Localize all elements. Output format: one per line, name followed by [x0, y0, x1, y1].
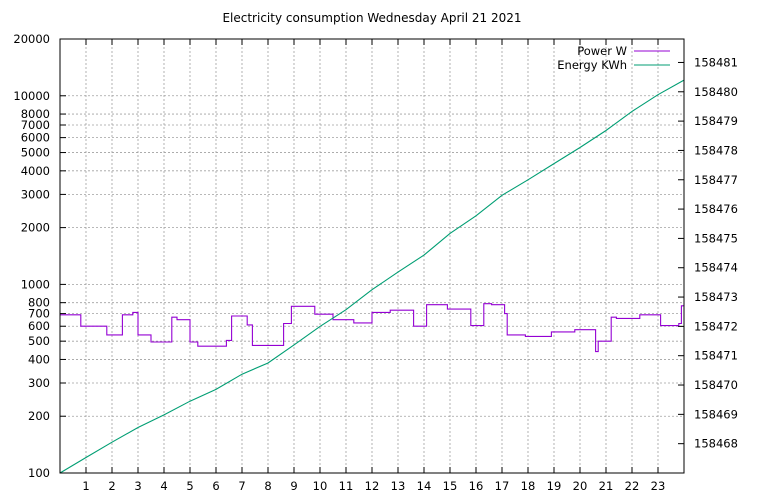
x-tick-label: 4	[160, 479, 167, 493]
legend: Power W Energy KWh	[557, 44, 670, 72]
y-right-tick-label: 158472	[694, 319, 738, 333]
x-tick-label: 3	[134, 479, 141, 493]
x-tick-label: 7	[238, 479, 245, 493]
x-tick-label: 6	[212, 479, 219, 493]
x-tick-label: 2	[108, 479, 115, 493]
y-right-tick-label: 158479	[694, 114, 738, 128]
tick-layer: 1 2 3 4 5 6 7 8 9 10 11 12 13 14 15 16 17 18 19 20 21 22 23100…	[13, 32, 738, 493]
chart-title: Electricity consumption Wednesday April …	[222, 11, 521, 25]
y-left-tick-label: 7000	[21, 118, 50, 132]
y-right-tick-label: 158478	[694, 143, 738, 157]
x-tick-label: 10	[313, 479, 328, 493]
x-tick-label: 5	[186, 479, 193, 493]
x-tick-label: 17	[495, 479, 510, 493]
x-tick-label: 14	[417, 479, 432, 493]
y-left-tick-label: 1000	[21, 277, 50, 291]
x-tick-label: 22	[625, 479, 640, 493]
x-tick-label: 20	[573, 479, 588, 493]
y-right-tick-label: 158480	[694, 85, 738, 99]
x-tick-label: 8	[264, 479, 271, 493]
series-layer	[59, 79, 685, 474]
y-left-tick-label: 3000	[21, 187, 50, 201]
y-right-tick-label: 158475	[694, 231, 738, 245]
x-tick-label: 11	[339, 479, 354, 493]
y-left-tick-label: 5000	[21, 146, 50, 160]
x-tick-label: 19	[547, 479, 562, 493]
x-tick-label: 13	[391, 479, 406, 493]
y-left-tick-label: 300	[28, 376, 50, 390]
legend-label-power: Power W	[577, 44, 627, 58]
y-left-tick-label: 200	[28, 409, 50, 423]
y-right-tick-label: 158476	[694, 202, 738, 216]
y-right-tick-label: 158481	[694, 55, 738, 69]
y-left-tick-label: 600	[28, 319, 50, 333]
x-tick-label: 12	[365, 479, 380, 493]
y-left-tick-label: 700	[28, 307, 50, 321]
grid-layer	[60, 38, 684, 474]
y-right-tick-label: 158470	[694, 378, 738, 392]
legend-label-energy: Energy KWh	[557, 58, 627, 72]
y-right-tick-label: 158469	[694, 407, 738, 421]
y-left-tick-label: 400	[28, 352, 50, 366]
y-left-tick-label: 6000	[21, 131, 50, 145]
x-tick-label: 1	[82, 479, 89, 493]
y-left-tick-label: 10000	[13, 89, 50, 103]
y-left-tick-label: 8000	[21, 107, 50, 121]
y-right-tick-label: 158477	[694, 173, 738, 187]
y-right-tick-label: 158471	[694, 349, 738, 363]
plot-frame	[59, 38, 685, 474]
y-left-tick-label: 2000	[21, 221, 50, 235]
x-tick-label: 18	[521, 479, 536, 493]
y-left-tick-label: 20000	[13, 32, 50, 46]
x-tick-label: 9	[290, 479, 297, 493]
x-tick-label: 15	[443, 479, 458, 493]
x-tick-label: 21	[599, 479, 614, 493]
series-line-energy-kwh	[59, 79, 685, 474]
y-right-tick-label: 158474	[694, 261, 738, 275]
y-right-tick-label: 158468	[694, 437, 738, 451]
y-left-tick-label: 500	[28, 334, 50, 348]
x-tick-label: 16	[469, 479, 484, 493]
x-tick-label: 23	[651, 479, 666, 493]
y-left-tick-label: 800	[28, 296, 50, 310]
y-left-tick-label: 4000	[21, 164, 50, 178]
y-left-tick-label: 100	[28, 466, 50, 480]
y-right-tick-label: 158473	[694, 290, 738, 304]
series-line-power-w	[60, 303, 684, 353]
